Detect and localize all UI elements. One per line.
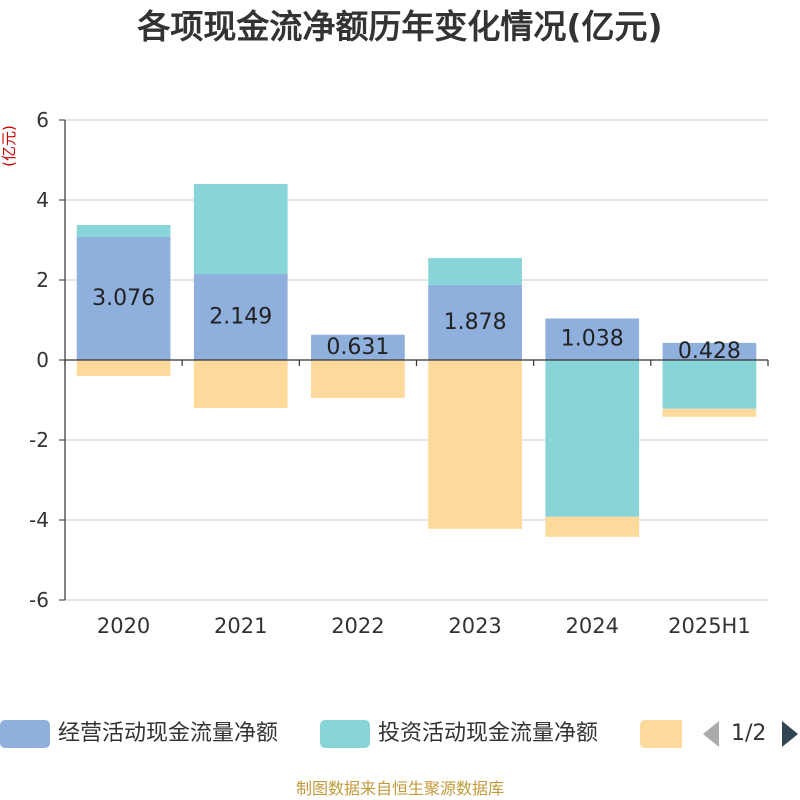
x-tick-label: 2020: [97, 614, 150, 638]
y-tick-label: 2: [36, 268, 49, 292]
axes: 6 4 2 0 -2 -4 -6 2020 2021 2022 2023 2024 2025H1: [29, 108, 769, 638]
bar-series1-2021: [193, 274, 288, 360]
bar-series3-2021: [193, 360, 288, 408]
bar-series1-2024: [545, 318, 640, 360]
data-label: 1.878: [444, 310, 507, 335]
bar-series2-2020: [76, 224, 171, 237]
legend-swatch-series-2: [320, 720, 370, 748]
x-tick-label: 2021: [214, 614, 267, 638]
legend-prev-page-icon[interactable]: [703, 721, 719, 747]
bar-series1-2025H1: [662, 342, 757, 360]
y-tick-label: -2: [29, 428, 49, 452]
bar-series3-2020: [76, 360, 171, 376]
bar-series2-2024: [545, 360, 640, 517]
bar-series2-2025H1: [662, 360, 757, 409]
x-tick-label: 2023: [448, 614, 501, 638]
legend-label-series-2: 投资活动现金流量净额: [378, 721, 599, 746]
y-tick-label: -4: [29, 508, 49, 532]
bar-series3-2022: [311, 360, 405, 398]
bar-series1-2022: [311, 334, 405, 360]
data-label: 0.631: [326, 335, 389, 360]
x-tick-label: 2022: [331, 614, 384, 638]
bar-series1-2020: [76, 236, 171, 360]
y-tick-label: 0: [36, 348, 49, 372]
data-label: 3.076: [92, 286, 155, 311]
y-tick-label: 6: [36, 108, 49, 132]
legend-swatch-series-1: [0, 720, 50, 748]
y-tick-label: 4: [36, 188, 49, 212]
legend-swatch-series-3: [640, 720, 682, 748]
y-tick-label: -6: [29, 588, 49, 612]
bar-series1-2023: [428, 284, 522, 360]
legend: 经营活动现金流量净额 投资活动现金流量净额: [0, 720, 800, 750]
bar-series3-2023: [428, 360, 522, 529]
legend-page-indicator: 1/2: [731, 721, 767, 746]
bar-series2-2021: [193, 184, 288, 275]
data-labels: 3.076 2.149 0.631 1.878 1.038 0.428: [92, 286, 741, 364]
grid-lines: [65, 119, 768, 601]
y-axis-unit-label: (亿元): [0, 125, 18, 167]
source-note: 制图数据来自恒生聚源数据库: [295, 779, 504, 798]
data-label: 2.149: [209, 305, 272, 330]
legend-next-page-icon[interactable]: [782, 721, 798, 747]
bar-series2-2023: [428, 258, 522, 285]
bars: [76, 184, 757, 537]
bar-series3-2024: [545, 516, 640, 537]
x-tick-label: 2025H1: [668, 614, 751, 638]
bar-series3-2025H1: [662, 408, 757, 417]
legend-label-series-1: 经营活动现金流量净额: [58, 721, 279, 746]
data-label: 1.038: [561, 327, 624, 352]
chart-title: 各项现金流净额历年变化情况(亿元): [137, 7, 663, 46]
data-label: 0.428: [678, 339, 741, 364]
x-tick-label: 2024: [566, 614, 619, 638]
